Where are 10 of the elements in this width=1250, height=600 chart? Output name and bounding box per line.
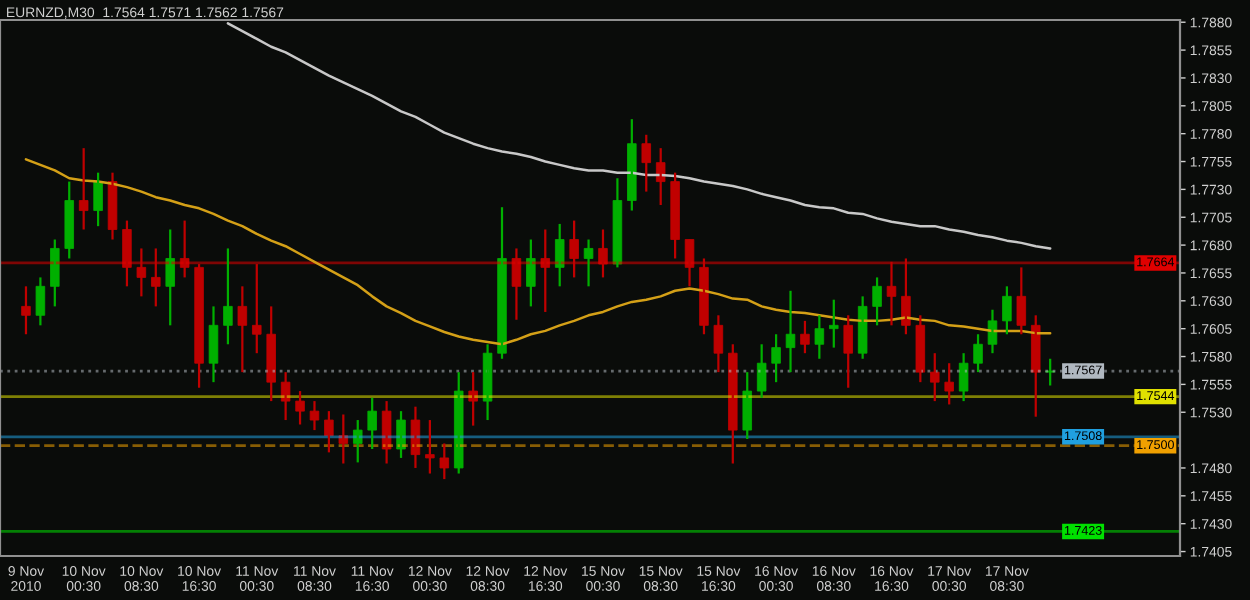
line-series	[24, 158, 1052, 346]
candlestick	[295, 389, 305, 426]
candlestick	[425, 418, 435, 475]
candlestick	[353, 418, 363, 464]
candlestick	[367, 396, 377, 451]
candlestick	[930, 352, 940, 403]
line-series	[226, 22, 1052, 250]
candlestick	[1045, 357, 1055, 387]
candlestick	[468, 371, 478, 427]
candlestick	[439, 442, 450, 481]
